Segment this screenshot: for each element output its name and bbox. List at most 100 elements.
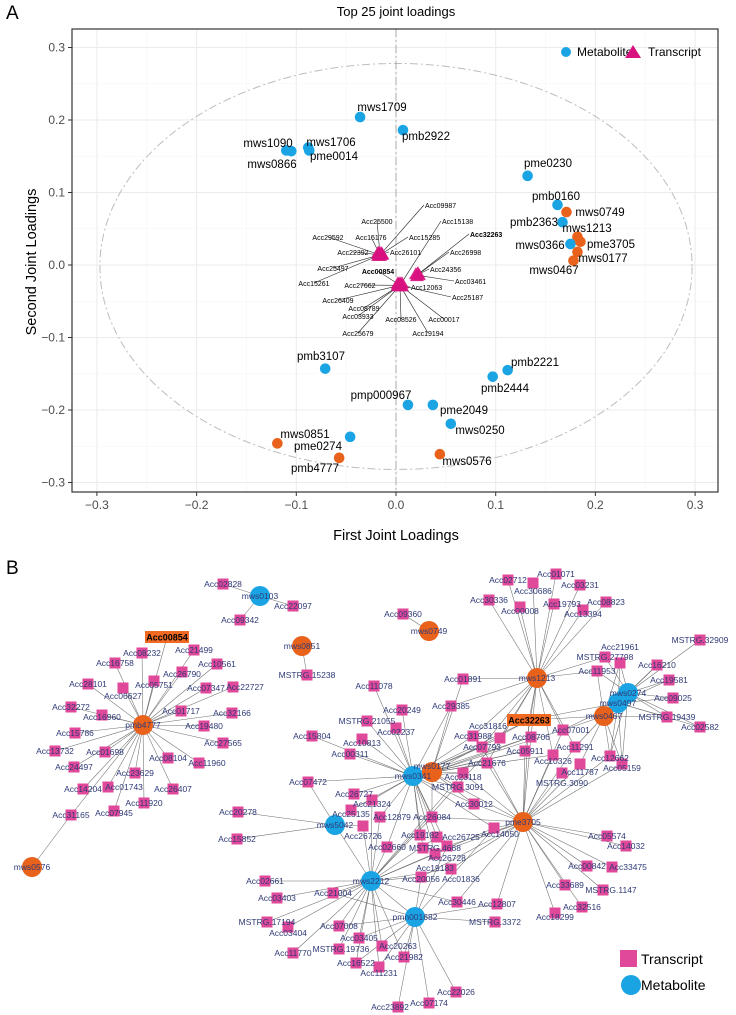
transcript-node-label: Acc01891 bbox=[444, 674, 482, 684]
transcript-node-label: Acc02582 bbox=[681, 722, 719, 732]
transcript-node bbox=[271, 892, 283, 904]
transcript-node-label: Acc01836 bbox=[442, 874, 480, 884]
network-edge bbox=[31, 814, 72, 868]
transcript-node-label: MSTRG.19736 bbox=[313, 944, 370, 954]
network-edge bbox=[378, 916, 416, 968]
network-edge bbox=[113, 724, 144, 812]
transcript-point bbox=[372, 245, 387, 258]
network-edge bbox=[536, 603, 555, 679]
network-edge bbox=[54, 724, 144, 752]
network-edge bbox=[307, 775, 414, 783]
metabolite-point bbox=[272, 438, 283, 449]
network-edge bbox=[87, 683, 144, 726]
transcript-node bbox=[96, 709, 108, 721]
network-edge bbox=[450, 821, 524, 870]
metabolite-label: mws1706 bbox=[306, 137, 355, 149]
metabolite-label: mws1709 bbox=[357, 102, 406, 114]
transcript-node bbox=[198, 720, 210, 732]
transcript-label: Acc25497 bbox=[317, 266, 348, 273]
transcript-node bbox=[550, 568, 562, 580]
transcript-node bbox=[581, 860, 593, 872]
metabolite-label: pmb2444 bbox=[481, 383, 530, 395]
transcript-node bbox=[694, 634, 706, 646]
transcript-label: Acc32263 bbox=[470, 232, 502, 239]
transcript-node bbox=[175, 705, 187, 717]
network-edge bbox=[522, 729, 564, 823]
transcript-node-label: Acc11770 bbox=[274, 948, 311, 958]
network-edge bbox=[70, 724, 144, 816]
transcript-node-label: Acc07472 bbox=[289, 777, 327, 787]
transcript-node bbox=[415, 871, 427, 883]
legend-metabolite-circle bbox=[621, 975, 641, 995]
transcript-label: Acc09987 bbox=[425, 203, 456, 210]
network-edge bbox=[431, 678, 464, 773]
transcript-node bbox=[547, 749, 559, 761]
transcript-node-label: Acc13732 bbox=[36, 746, 74, 756]
network-edge bbox=[431, 729, 564, 773]
network-edge bbox=[370, 737, 501, 882]
y-tick-label: 0.1 bbox=[48, 186, 65, 200]
metabolite-node bbox=[419, 621, 439, 641]
transcript-node-label: Acc22727 bbox=[226, 682, 264, 692]
transcript-node-label: Acc14050 bbox=[481, 829, 519, 839]
network-edge bbox=[431, 705, 452, 773]
network-edge bbox=[142, 724, 145, 804]
transcript-node-label: Acc12807 bbox=[478, 899, 516, 909]
network-edge bbox=[366, 720, 414, 777]
transcript-node-label: Acc07174 bbox=[410, 998, 448, 1008]
network-edge bbox=[420, 821, 524, 878]
metabolite-point bbox=[561, 206, 572, 218]
metabolite-label: pme3705 bbox=[587, 239, 635, 251]
transcript-node-label: Acc07001 bbox=[552, 725, 590, 735]
transcript-node-label: Acc11953 bbox=[578, 666, 615, 676]
transcript-node-label: Acc19581 bbox=[650, 675, 688, 685]
transcript-node bbox=[483, 594, 495, 606]
transcript-node-label: Acc16210 bbox=[638, 660, 676, 670]
transcript-node bbox=[620, 840, 632, 852]
network-edge bbox=[456, 821, 524, 903]
transcript-node-label: Acc01698 bbox=[86, 747, 124, 757]
transcript-leader-line bbox=[399, 285, 429, 334]
transcript-node-label: Acc19183 bbox=[416, 863, 454, 873]
transcript-node bbox=[451, 896, 463, 908]
transcript-node bbox=[450, 986, 462, 998]
metabolite-point bbox=[487, 371, 499, 382]
metabolite-point bbox=[565, 238, 576, 250]
network-edge bbox=[507, 579, 538, 679]
transcript-node bbox=[457, 673, 469, 685]
transcript-node bbox=[366, 794, 378, 806]
network-edge bbox=[142, 671, 183, 726]
transcript-node bbox=[557, 724, 569, 736]
highlighted-transcript-node bbox=[145, 631, 189, 643]
transcript-node bbox=[234, 614, 246, 626]
panel-label-a: A bbox=[6, 3, 19, 24]
transcript-label: Acc15176 bbox=[355, 235, 386, 242]
x-tick-label: −0.3 bbox=[85, 498, 109, 512]
transcript-label: Acc15285 bbox=[409, 235, 440, 242]
network-edge bbox=[522, 821, 583, 908]
network-edge bbox=[522, 821, 604, 891]
network-edge bbox=[338, 916, 416, 927]
metabolite-label: mws0866 bbox=[247, 159, 296, 171]
transcript-node bbox=[476, 741, 488, 753]
transcript-leader-line bbox=[399, 220, 442, 286]
transcript-node-label: Acc11231 bbox=[360, 968, 397, 978]
network-edge bbox=[142, 649, 195, 726]
metabolite-point bbox=[397, 124, 409, 136]
transcript-node bbox=[148, 675, 160, 687]
transcript-node-label: Acc08104 bbox=[149, 753, 187, 763]
transcript-node-label: Acc02712 bbox=[489, 575, 527, 585]
metabolite-label: mws0250 bbox=[455, 425, 504, 437]
transcript-node-label: Acc16522 bbox=[337, 958, 375, 968]
transcript-node bbox=[373, 961, 385, 973]
transcript-node bbox=[333, 943, 345, 955]
legend-b: Transcript Metabolite bbox=[620, 950, 706, 995]
transcript-node-label: Acc26728 bbox=[428, 853, 466, 863]
transcript-node bbox=[99, 746, 111, 758]
network-edge bbox=[142, 663, 218, 726]
network-edge bbox=[522, 750, 526, 823]
metabolite-node bbox=[513, 812, 533, 832]
transcript-label: Acc25679 bbox=[342, 331, 373, 338]
transcript-node-label: Acc24497 bbox=[55, 762, 93, 772]
network-edge bbox=[370, 816, 433, 882]
